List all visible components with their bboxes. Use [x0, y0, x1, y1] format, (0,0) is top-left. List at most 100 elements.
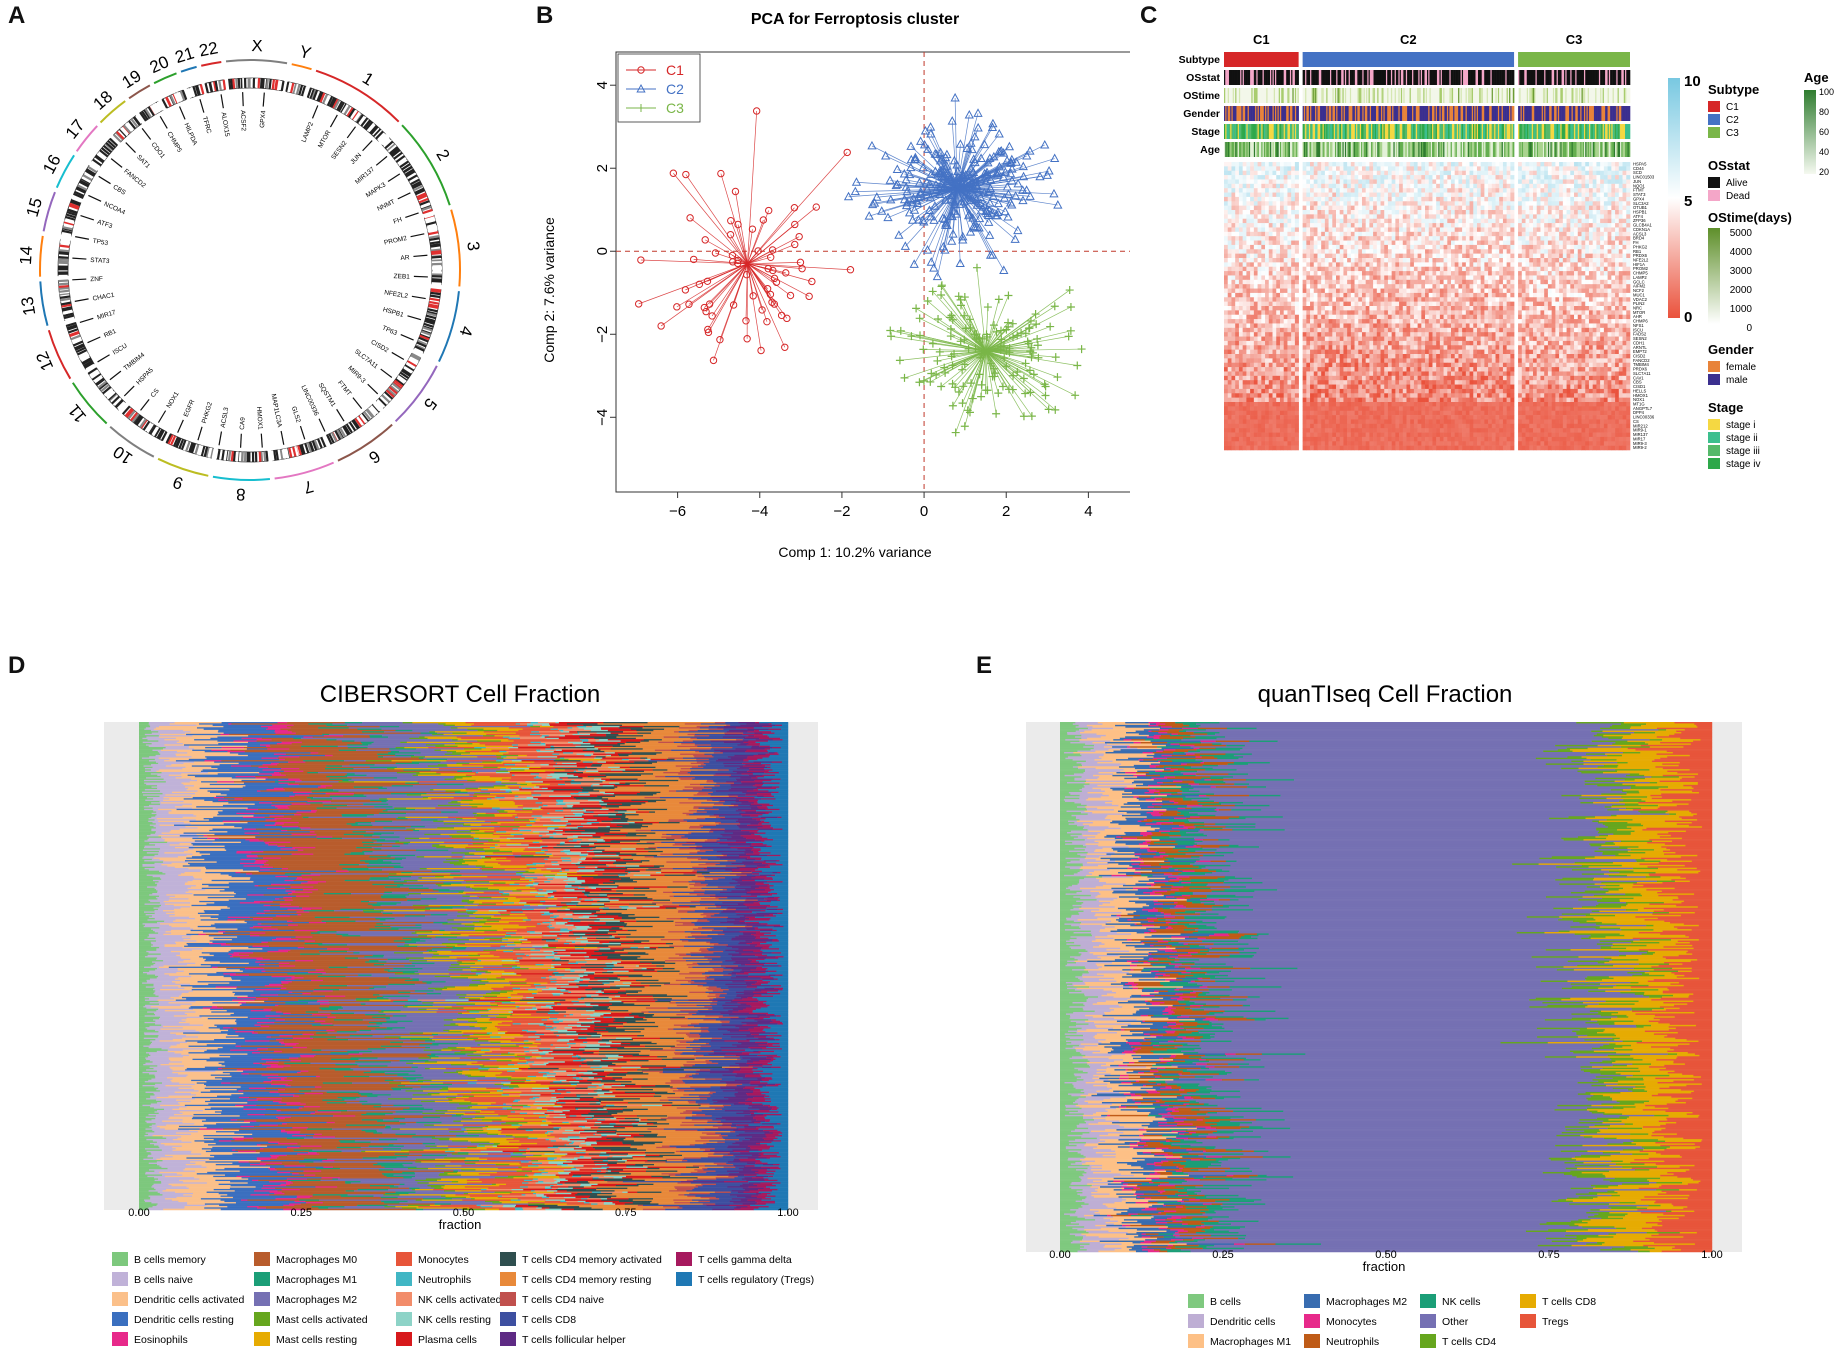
annotation-osstat-cell — [1294, 70, 1297, 85]
annotation-gender-cell — [1405, 106, 1408, 121]
heatmap-cell — [1238, 227, 1243, 233]
annotation-stage-cell — [1256, 124, 1258, 139]
chromosome-label: 4 — [456, 324, 477, 338]
heatmap-gene-label: LINC01503 — [1633, 175, 1655, 180]
annotation-osstat-cell — [1486, 70, 1489, 85]
annotation-gender-cell — [1343, 106, 1346, 121]
annotation-age-cell — [1374, 142, 1377, 157]
pca-spoke — [730, 234, 748, 264]
annotation-osstat-cell — [1251, 70, 1253, 85]
heatmap-cell — [1480, 162, 1485, 167]
heatmap-cell — [1387, 170, 1392, 176]
chromosome-outer-arc — [180, 65, 197, 73]
heatmap-cell — [1294, 166, 1299, 172]
heatmap-cell — [1622, 192, 1627, 198]
heatmap-cell — [1577, 201, 1582, 206]
annotation-osstat-cell — [1456, 70, 1459, 85]
annotation-ostime-cell — [1363, 88, 1366, 103]
pca-point-c1 — [846, 266, 855, 274]
heatmap-cell — [1294, 162, 1299, 167]
heatmap-cell — [1439, 170, 1444, 176]
heatmap-cell — [1577, 205, 1582, 211]
heatmap-cell — [1443, 223, 1448, 228]
annotation-ostime-cell — [1600, 88, 1602, 103]
annotation-age-cell — [1361, 142, 1363, 157]
heatmap-cell — [1406, 179, 1411, 185]
heatmap-cell — [1425, 179, 1430, 185]
annotation-ostime-cell — [1550, 88, 1552, 103]
annotation-ostime-cell — [1482, 88, 1485, 103]
annotation-stage-cell — [1313, 124, 1316, 139]
pca-point-c3 — [983, 386, 992, 395]
annotation-osstat-cell — [1504, 70, 1506, 85]
annotation-stage-cell — [1511, 124, 1514, 139]
heatmap-cell — [1287, 183, 1292, 189]
annotation-ostime-cell — [1495, 88, 1497, 103]
heatmap-cell — [1227, 205, 1232, 211]
annotation-ostime-cell — [1405, 88, 1408, 103]
heatmap-cell — [1347, 227, 1352, 233]
heatmap-cell — [1376, 188, 1381, 193]
heatmap-cell — [1250, 218, 1255, 224]
heatmap-cell — [1447, 210, 1452, 215]
annotation-osstat-cell — [1537, 70, 1540, 85]
annotation-gender-cell — [1616, 106, 1618, 121]
heatmap-cell — [1585, 210, 1590, 215]
heatmap-cell — [1462, 179, 1467, 185]
heatmap-cell — [1268, 192, 1273, 198]
annotation-ostime-cell — [1233, 88, 1236, 103]
heatmap-cell — [1622, 196, 1627, 202]
annotation-age-cell — [1337, 142, 1339, 157]
annotation-ostime-cell — [1455, 88, 1458, 103]
annotation-gender-cell — [1500, 106, 1502, 121]
annotation-age-cell — [1334, 142, 1337, 157]
heatmap-cell — [1365, 175, 1370, 180]
heatmap-cell — [1242, 205, 1247, 211]
heatmap-cell — [1294, 175, 1299, 180]
annotation-gender-cell — [1251, 106, 1253, 121]
annotation-gender-cell — [1240, 106, 1242, 121]
ideogram-band — [419, 334, 430, 341]
annotation-gender-cell — [1281, 106, 1283, 121]
heatmap-cell — [1253, 223, 1258, 228]
heatmap-cell — [1354, 196, 1359, 202]
annotation-ostime-cell — [1504, 88, 1506, 103]
heatmap-cell — [1596, 192, 1601, 198]
panel-label-b: B — [536, 2, 553, 30]
pca-spoke — [931, 350, 986, 374]
heatmap-annotation-label: OStime — [1183, 90, 1220, 102]
annotation-osstat-cell — [1230, 70, 1232, 85]
pca-point-c3 — [964, 344, 973, 353]
pca-point-c2 — [1004, 141, 1015, 151]
heatmap-cell — [1480, 210, 1485, 215]
heatmap-cell — [1402, 162, 1407, 167]
heatmap-cell — [1428, 196, 1433, 202]
annotation-stage-cell — [1279, 124, 1282, 139]
annotation-osstat-cell — [1384, 70, 1387, 85]
heatmap-cell — [1551, 183, 1556, 189]
heatmap-cell — [1577, 196, 1582, 202]
annotation-gender-cell — [1540, 106, 1542, 121]
heatmap-cell — [1358, 205, 1363, 211]
annotation-age-cell — [1480, 142, 1483, 157]
heatmap-cell — [1462, 223, 1467, 228]
annotation-stage-cell — [1253, 124, 1256, 139]
annotation-ostime-cell — [1284, 88, 1287, 103]
ideogram-band — [367, 407, 376, 417]
chromosome-outer-arc — [55, 154, 75, 189]
heatmap-cell — [1555, 218, 1560, 224]
annotation-gender-cell — [1262, 106, 1265, 121]
annotation-gender-cell — [1326, 106, 1328, 121]
heatmap-cell — [1566, 196, 1571, 202]
ideogram-band — [152, 426, 160, 437]
annotation-age-cell — [1511, 142, 1514, 157]
ideogram-band — [223, 450, 228, 461]
heatmap-cell — [1265, 196, 1270, 202]
ideogram-band — [58, 286, 69, 290]
heatmap-cell — [1387, 223, 1392, 228]
gene-connector — [197, 426, 203, 441]
heatmap-cell — [1227, 162, 1232, 167]
heatmap-cell — [1502, 227, 1507, 233]
heatmap-cell — [1443, 205, 1448, 211]
ideogram-band — [414, 345, 425, 352]
